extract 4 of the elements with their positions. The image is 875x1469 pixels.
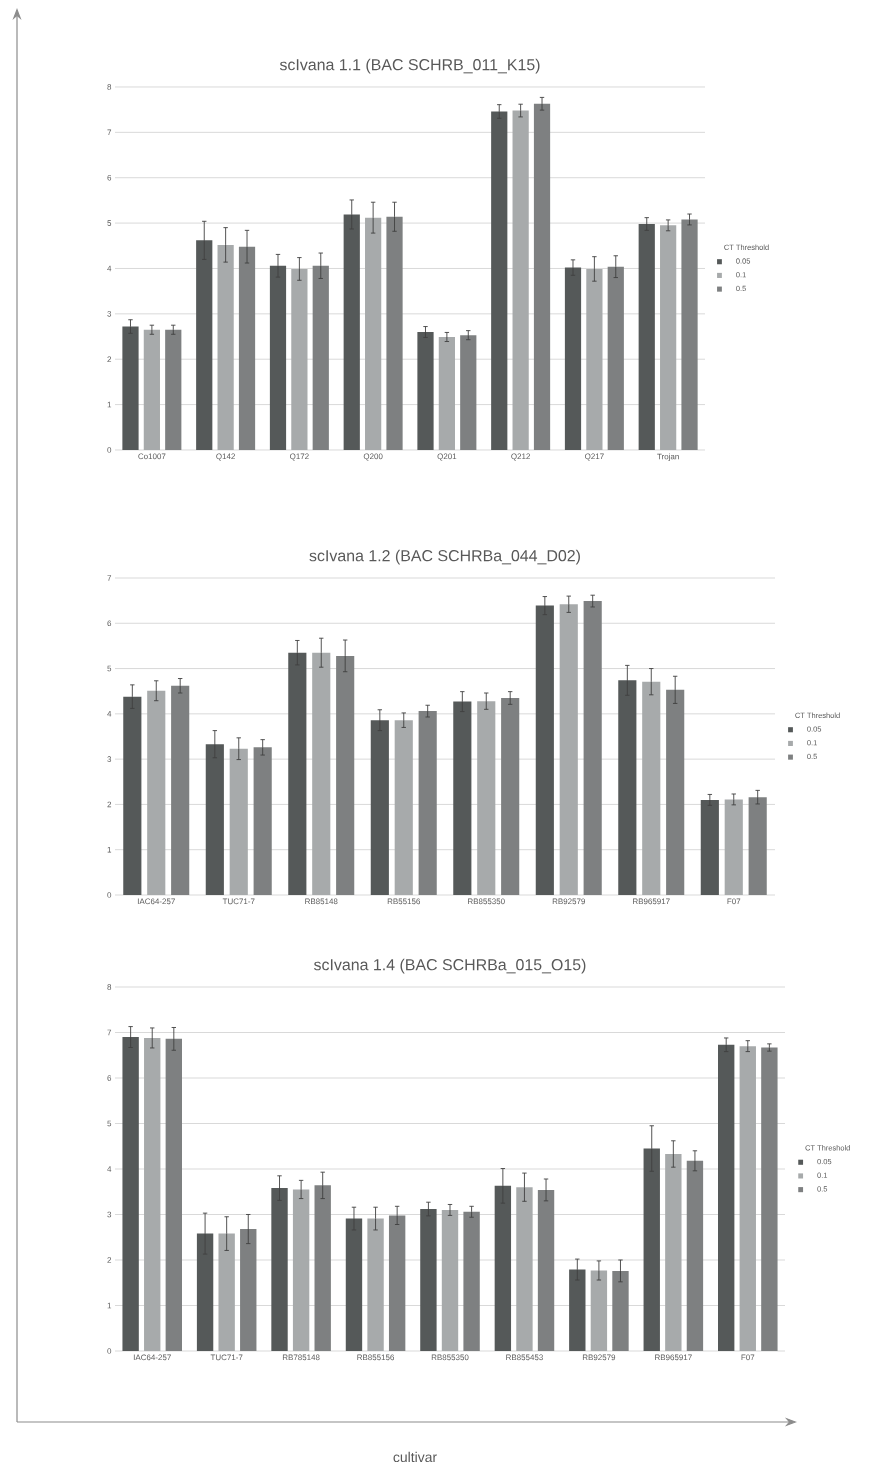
chart-title: scIvana 1.2 (BAC SCHRBa_044_D02) (309, 549, 580, 565)
chart-title: scIvana 1.4 (BAC SCHRBa_015_O15) (313, 958, 586, 974)
chart-title: scIvana 1.1 (BAC SCHRB_011_K15) (279, 58, 540, 74)
x-axis-title: cultivar (393, 1451, 437, 1463)
